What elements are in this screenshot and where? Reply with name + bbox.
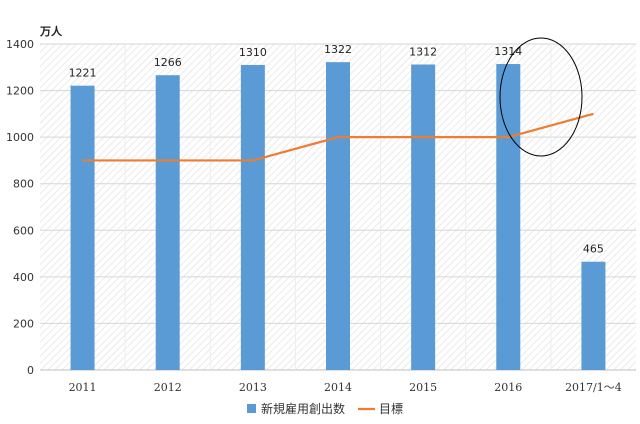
- y-axis-ticks: 0 200 400 600 800 1000 1200 1400: [6, 38, 34, 377]
- bar: [411, 64, 436, 371]
- data-label: 1221: [69, 67, 97, 80]
- x-tick-label: 2017/1～4: [565, 381, 622, 394]
- data-label: 1312: [409, 45, 437, 58]
- data-label: 1322: [324, 43, 352, 56]
- x-tick-label: 2015: [409, 381, 437, 394]
- category-dividers: [124, 44, 552, 370]
- x-tick-label: 2011: [69, 381, 97, 394]
- y-tick-label: 1400: [6, 38, 34, 51]
- highlight-ellipse: [499, 37, 583, 157]
- data-label: 465: [583, 243, 604, 256]
- legend-bar-swatch: [247, 404, 256, 413]
- legend: 新規雇用創出数 目標: [247, 401, 403, 416]
- bar-series: [70, 62, 606, 371]
- y-tick-label: 1000: [6, 131, 34, 144]
- data-label: 1314: [494, 45, 522, 58]
- x-tick-label: 2014: [324, 381, 352, 394]
- data-labels: 1221 1266 1310 1322 1312 1314 465: [69, 43, 604, 256]
- y-unit-label: 万人: [39, 24, 63, 38]
- target-line-series: [82, 112, 594, 162]
- y-tick-label: 1200: [6, 85, 34, 98]
- data-label: 1266: [154, 56, 182, 69]
- bar: [496, 64, 521, 371]
- y-tick-label: 0: [27, 364, 34, 377]
- x-tick-label: 2016: [494, 381, 522, 394]
- y-tick-label: 600: [13, 224, 34, 237]
- target-line: [82, 112, 594, 162]
- x-tick-label: 2012: [154, 381, 182, 394]
- y-tick-label: 200: [13, 317, 34, 330]
- data-label: 1310: [239, 46, 267, 59]
- bar: [70, 85, 95, 370]
- bar: [155, 75, 180, 371]
- x-axis-ticks: 2011 2012 2013 2014 2015 2016 2017/1～4: [69, 381, 622, 394]
- bar: [240, 64, 265, 370]
- legend-line-label: 目標: [379, 402, 403, 416]
- bar: [581, 261, 606, 370]
- x-tick-label: 2013: [239, 381, 267, 394]
- y-tick-label: 400: [13, 271, 34, 284]
- legend-bar-label: 新規雇用創出数: [261, 401, 345, 416]
- bar: [326, 62, 350, 371]
- y-tick-label: 800: [13, 178, 34, 191]
